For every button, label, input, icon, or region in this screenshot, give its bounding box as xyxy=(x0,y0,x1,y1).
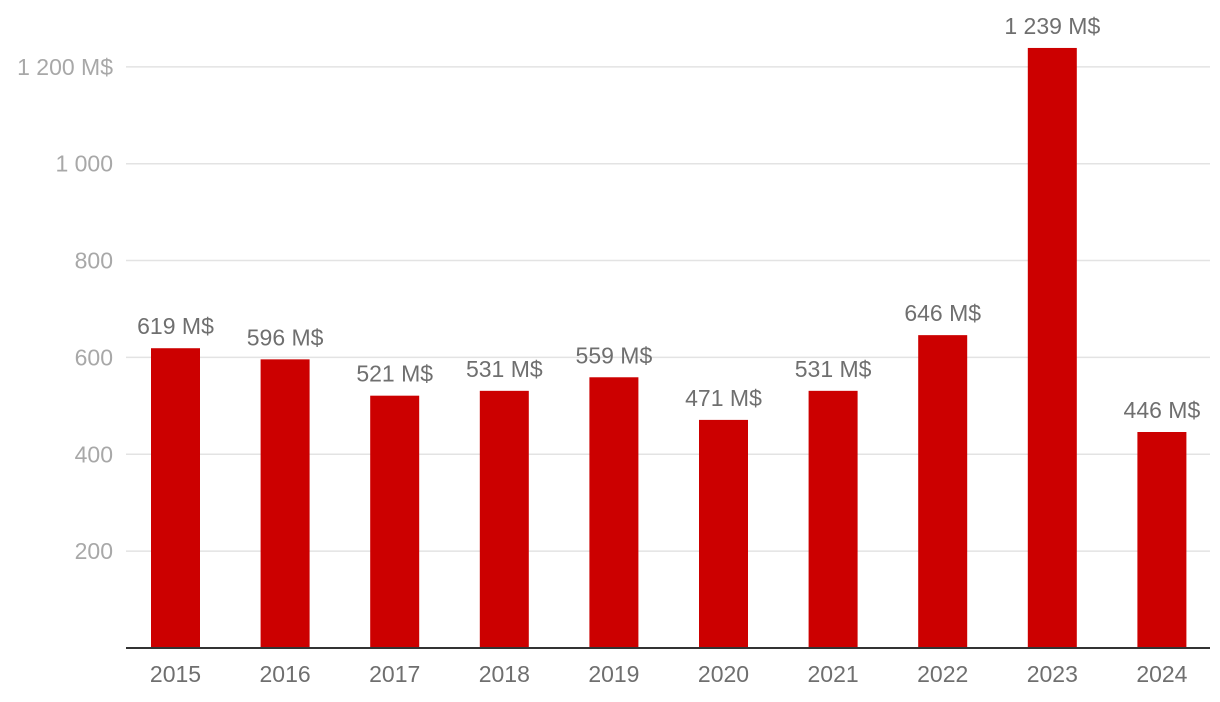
x-tick-label-2024: 2024 xyxy=(1136,661,1187,687)
x-tick-label-2018: 2018 xyxy=(479,661,530,687)
data-label-2020: 471 M$ xyxy=(685,385,762,411)
bar-2016 xyxy=(260,359,310,648)
data-label-2023: 1 239 M$ xyxy=(1004,13,1100,39)
y-tick-label: 400 xyxy=(75,441,113,467)
y-tick-label: 1 200 M$ xyxy=(17,54,113,80)
bar-2023 xyxy=(1027,47,1077,649)
bar-2019 xyxy=(589,377,639,648)
data-label-2019: 559 M$ xyxy=(576,342,653,368)
y-tick-label: 200 xyxy=(75,538,113,564)
bar-2022 xyxy=(918,335,968,648)
x-tick-label-2016: 2016 xyxy=(260,661,311,687)
x-tick-label-2021: 2021 xyxy=(808,661,859,687)
x-tick-label-2019: 2019 xyxy=(588,661,639,687)
data-label-2017: 521 M$ xyxy=(356,361,433,387)
y-axis-ticks: 200 400 600 800 1 000 1 200 M$ xyxy=(17,54,113,564)
data-label-2016: 596 M$ xyxy=(247,324,324,350)
bar-2015 xyxy=(151,348,200,648)
x-axis-ticks: 2015 2016 2017 2018 2019 2020 2021 2022 2023 2024 xyxy=(150,661,1188,687)
x-tick-label-2022: 2022 xyxy=(917,661,968,687)
x-tick-label-2023: 2023 xyxy=(1027,661,1078,687)
bar-2024 xyxy=(1137,432,1187,648)
x-tick-label-2015: 2015 xyxy=(150,661,201,687)
x-tick-label-2020: 2020 xyxy=(698,661,749,687)
data-label-2022: 646 M$ xyxy=(904,300,981,326)
y-tick-label: 600 xyxy=(75,344,113,370)
bar-2017 xyxy=(370,395,420,648)
bars xyxy=(151,47,1187,649)
data-label-2018: 531 M$ xyxy=(466,356,543,382)
data-label-2024: 446 M$ xyxy=(1124,397,1201,423)
data-labels: 619 M$ 596 M$ 521 M$ 531 M$ 559 M$ 471 M$ 531 … xyxy=(137,13,1200,423)
bar-2018 xyxy=(479,390,529,648)
y-tick-label: 800 xyxy=(75,248,113,274)
data-label-2015: 619 M$ xyxy=(137,313,214,339)
bar-2021 xyxy=(808,390,858,648)
data-label-2021: 531 M$ xyxy=(795,356,872,382)
x-tick-label-2017: 2017 xyxy=(369,661,420,687)
bar-2020 xyxy=(699,419,748,648)
y-tick-label: 1 000 xyxy=(55,151,113,177)
